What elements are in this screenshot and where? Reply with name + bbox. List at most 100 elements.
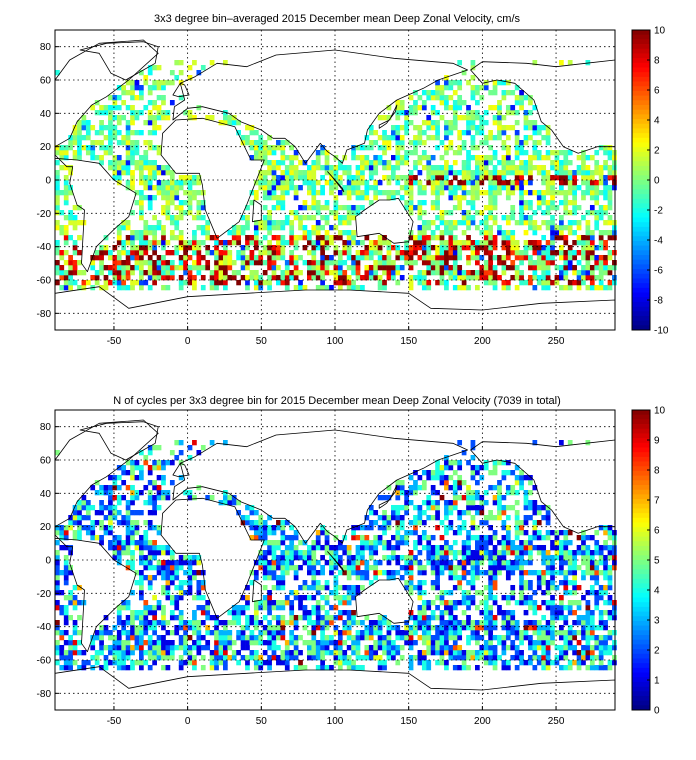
bin-cell — [550, 200, 555, 206]
bin-cell — [240, 595, 246, 601]
bin-cell — [559, 270, 564, 276]
bin-cell — [125, 620, 131, 626]
bin-cell — [519, 545, 524, 551]
bin-cell — [152, 540, 157, 546]
bin-cell — [68, 185, 73, 191]
bin-cell — [174, 645, 180, 651]
bin-cell — [293, 175, 299, 181]
x-tick-label: 100 — [327, 336, 344, 347]
bin-cell — [479, 560, 485, 566]
bin-cell — [594, 225, 600, 231]
bin-cell — [559, 665, 564, 671]
bin-cell — [567, 170, 573, 176]
bin-cell — [567, 180, 573, 186]
bin-cell — [386, 540, 392, 546]
bin-cell — [289, 270, 295, 276]
bin-cell — [475, 90, 480, 96]
bin-cell — [355, 655, 361, 661]
bin-cell — [165, 585, 171, 591]
bin-cell — [63, 150, 69, 156]
bin-cell — [223, 665, 228, 671]
bin-cell — [276, 580, 281, 586]
bin-cell — [545, 220, 551, 226]
bin-cell — [253, 230, 259, 236]
bin-cell — [320, 555, 325, 561]
bin-cell — [466, 120, 471, 126]
bin-cell — [475, 525, 480, 531]
bin-cell — [289, 525, 295, 531]
bin-cell — [342, 640, 348, 646]
bin-cell — [253, 600, 259, 606]
bin-cell — [218, 620, 224, 626]
bin-cell — [559, 615, 564, 621]
bin-cell — [470, 505, 476, 511]
bin-cell — [572, 210, 577, 216]
bin-cell — [333, 195, 339, 201]
bin-cell — [298, 650, 303, 656]
bin-cell — [99, 540, 104, 546]
bin-cell — [452, 105, 458, 111]
bin-cell — [528, 265, 533, 271]
bin-cell — [99, 250, 104, 256]
bin-cell — [72, 515, 78, 521]
bin-cell — [408, 560, 414, 566]
bin-cell — [589, 175, 595, 181]
bin-cell — [161, 560, 166, 566]
bin-cell — [147, 525, 153, 531]
bin-cell — [178, 180, 184, 186]
bin-cell — [192, 645, 197, 651]
bin-cell — [139, 205, 144, 211]
bin-cell — [505, 665, 511, 671]
bin-cell — [63, 570, 69, 576]
bin-cell — [125, 105, 131, 111]
bin-cell — [404, 205, 409, 211]
bin-cell — [63, 565, 69, 571]
bin-cell — [461, 195, 467, 201]
bin-cell — [554, 250, 560, 256]
bin-cell — [483, 240, 489, 246]
bin-cell — [439, 235, 445, 241]
bin-cell — [466, 545, 471, 551]
bin-cell — [466, 175, 471, 181]
bin-cell — [329, 635, 334, 641]
bin-cell — [382, 160, 387, 166]
bin-cell — [505, 105, 511, 111]
bin-cell — [426, 535, 432, 541]
bin-cell — [200, 240, 206, 246]
bin-cell — [545, 270, 551, 276]
bin-cell — [196, 560, 202, 566]
bin-cell — [94, 100, 100, 106]
bin-cell — [108, 630, 113, 636]
bin-cell — [262, 270, 268, 276]
bin-cell — [258, 285, 264, 291]
bin-cell — [510, 110, 516, 116]
bin-cell — [444, 230, 449, 236]
bin-cell — [563, 150, 569, 156]
bin-cell — [351, 190, 356, 196]
bin-cell — [439, 250, 445, 256]
bin-cell — [523, 165, 529, 171]
bin-cell — [541, 270, 547, 276]
bin-cell — [545, 620, 551, 626]
bin-cell — [541, 265, 547, 271]
bin-cell — [130, 240, 135, 246]
bin-cell — [563, 265, 569, 271]
bin-cell — [130, 130, 135, 136]
bin-cell — [501, 475, 507, 481]
bin-cell — [479, 465, 485, 471]
bin-cell — [116, 500, 122, 506]
bin-cell — [258, 665, 264, 671]
colorbar-segment — [632, 67, 650, 73]
bin-cell — [395, 150, 401, 156]
colorbar-segment — [632, 156, 650, 162]
bin-cell — [125, 275, 131, 281]
bin-cell — [253, 625, 259, 631]
bin-cell — [444, 460, 449, 466]
bin-cell — [311, 255, 317, 261]
bin-cell — [430, 615, 436, 621]
bin-cell — [430, 90, 436, 96]
bin-cell — [505, 110, 511, 116]
bin-cell — [559, 175, 564, 181]
bin-cell — [346, 625, 352, 631]
bin-cell — [559, 200, 564, 206]
